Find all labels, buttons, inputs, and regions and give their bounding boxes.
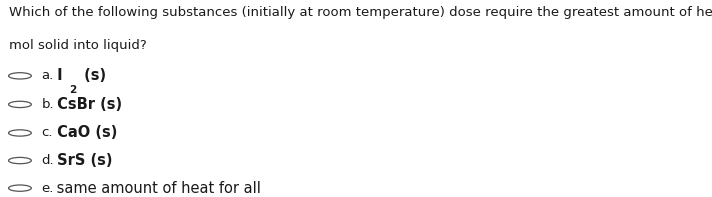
Text: b.: b.: [41, 98, 54, 111]
Text: CsBr (s): CsBr (s): [52, 97, 122, 112]
Text: e.: e.: [41, 182, 53, 195]
Text: (s): (s): [79, 68, 106, 83]
Text: CaO (s): CaO (s): [52, 125, 117, 140]
Text: same amount of heat for all: same amount of heat for all: [52, 181, 261, 196]
Text: c.: c.: [41, 126, 53, 139]
Text: SrS (s): SrS (s): [52, 153, 112, 168]
Text: Which of the following substances (initially at room temperature) dose require t: Which of the following substances (initi…: [9, 6, 712, 19]
Text: d.: d.: [41, 154, 54, 167]
Text: mol solid into liquid?: mol solid into liquid?: [9, 39, 146, 52]
Text: 2: 2: [69, 85, 76, 95]
Text: a.: a.: [41, 69, 53, 82]
Text: I: I: [52, 68, 63, 83]
